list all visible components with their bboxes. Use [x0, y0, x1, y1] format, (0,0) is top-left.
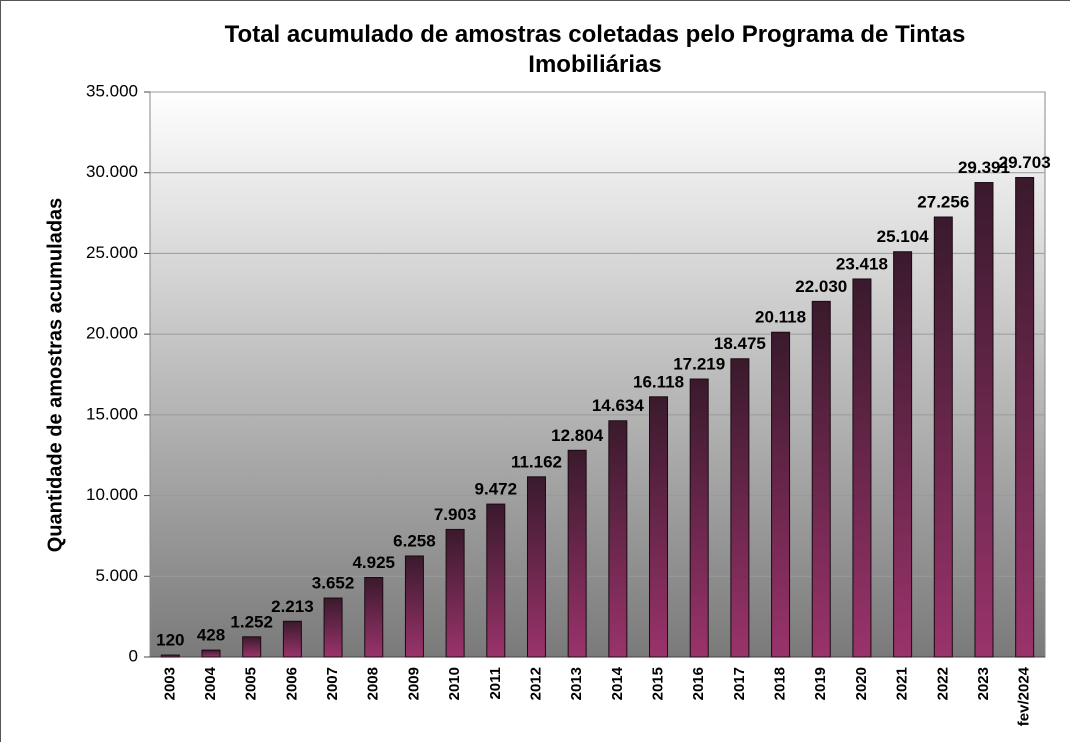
x-tick-label: 2015	[649, 667, 666, 700]
y-tick-label: 35.000	[86, 81, 138, 100]
x-tick-label: 2016	[690, 667, 707, 700]
data-label: 16.118	[633, 372, 684, 391]
bar	[1015, 177, 1035, 658]
data-label: 20.118	[755, 308, 806, 327]
bar	[445, 528, 465, 658]
data-label: 11.162	[511, 452, 562, 471]
data-label: 17.219	[673, 355, 725, 374]
bar	[608, 420, 628, 658]
x-tick-label: 2020	[853, 667, 870, 700]
bar	[974, 182, 994, 658]
x-tick-label: fev/2024	[1016, 666, 1033, 726]
data-label: 7.903	[434, 505, 477, 524]
data-label: 1.252	[230, 612, 273, 631]
bar	[893, 251, 913, 658]
data-label: 428	[197, 626, 225, 645]
bar	[730, 358, 750, 658]
x-tick-label: 2013	[568, 667, 585, 700]
bar	[771, 331, 791, 658]
data-label: 2.213	[271, 597, 314, 616]
data-label: 14.634	[592, 396, 645, 415]
y-tick-label: 20.000	[86, 324, 138, 343]
chart-title: Total acumulado de amostras coletadas pe…	[224, 21, 966, 78]
data-label: 18.475	[714, 334, 766, 353]
y-tick-label: 15.000	[86, 404, 138, 423]
y-tick-label: 10.000	[86, 485, 138, 504]
y-tick-label: 0	[129, 646, 138, 665]
bar	[649, 396, 669, 658]
y-tick-label: 30.000	[86, 162, 138, 181]
data-label: 23.418	[836, 254, 888, 273]
y-tick-label: 25.000	[86, 243, 138, 262]
x-tick-label: 2014	[609, 666, 626, 700]
bar	[201, 649, 221, 658]
bar	[160, 654, 180, 658]
bar	[364, 576, 384, 658]
data-label: 6.258	[393, 531, 436, 550]
x-tick-label: 2004	[202, 666, 219, 700]
x-tick-label: 2022	[934, 667, 951, 700]
x-tick-label: 2021	[894, 667, 911, 700]
x-tick-label: 2009	[405, 667, 422, 700]
data-label: 27.256	[917, 192, 969, 211]
x-tick-label: 2018	[772, 667, 789, 700]
x-tick-label: 2007	[324, 667, 341, 700]
bar	[486, 503, 506, 658]
data-label: 9.472	[475, 480, 518, 499]
x-tick-label: 2012	[527, 667, 544, 700]
x-tick-label: 2008	[365, 667, 382, 700]
data-label: 22.030	[795, 277, 847, 296]
bar	[282, 620, 302, 658]
bar	[852, 278, 872, 658]
x-tick-label: 2023	[975, 667, 992, 700]
x-tick-label: 2005	[243, 667, 260, 700]
x-tick-label: 2003	[161, 667, 178, 700]
bar	[526, 476, 546, 658]
x-tick-label: 2019	[812, 667, 829, 700]
bar	[689, 378, 709, 658]
bar	[567, 449, 587, 658]
x-tick-label: 2017	[731, 667, 748, 700]
bar	[404, 555, 424, 658]
x-tick-label: 2010	[446, 667, 463, 700]
data-label: 3.652	[312, 574, 355, 593]
y-tick-label: 5.000	[95, 566, 138, 585]
bar	[323, 597, 343, 658]
data-label: 12.804	[551, 426, 604, 445]
x-tick-label: 2011	[487, 667, 504, 700]
y-axis-label: Quantidade de amostras acumuladas	[44, 198, 66, 553]
data-label: 29.703	[999, 153, 1051, 172]
data-label: 25.104	[877, 227, 930, 246]
bar	[933, 216, 953, 658]
data-label: 29.391	[958, 158, 1010, 177]
data-label: 120	[156, 631, 184, 650]
bar	[242, 636, 262, 658]
bar	[811, 300, 831, 658]
x-tick-label: 2006	[283, 667, 300, 700]
data-label: 4.925	[352, 553, 395, 572]
